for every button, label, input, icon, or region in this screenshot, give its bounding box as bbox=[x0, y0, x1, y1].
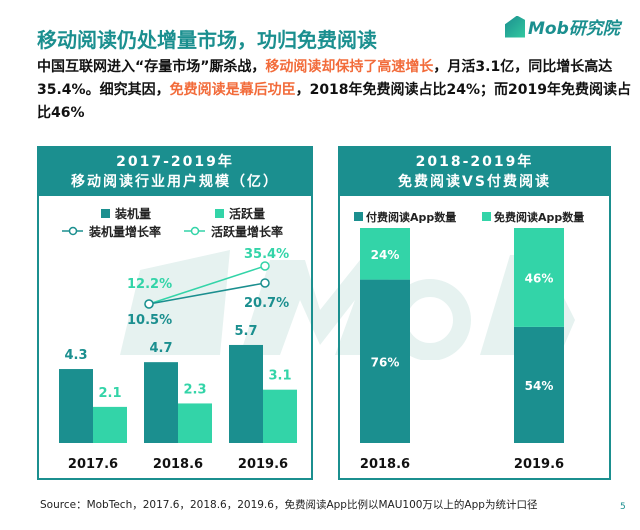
legend-marker bbox=[68, 226, 78, 236]
legend-label: 装机量增长率 bbox=[88, 224, 161, 239]
data-label: 2.3 bbox=[183, 382, 206, 397]
chart-subtitle: 移动阅读行业用户规模（亿） bbox=[71, 174, 279, 190]
legend-label: 装机量 bbox=[114, 206, 151, 221]
growth-point bbox=[260, 278, 270, 288]
x-tick-label: 2018.6 bbox=[360, 457, 410, 472]
legend-marker bbox=[190, 226, 200, 236]
data-label: 24% bbox=[371, 248, 400, 262]
bar-active bbox=[263, 389, 297, 443]
data-label: 46% bbox=[525, 271, 554, 285]
chart-header: 2017-2019年移动阅读行业用户规模（亿） bbox=[39, 148, 311, 196]
data-label: 4.7 bbox=[149, 341, 172, 356]
legend-swatch bbox=[354, 212, 363, 221]
intro-highlight: 移动阅读却保持了高速增长 bbox=[265, 59, 434, 75]
bar-active bbox=[93, 406, 127, 443]
x-tick-label: 2019.6 bbox=[514, 457, 564, 472]
intro-part: ，2018年免费阅读占比24%；而2019年免费阅读占比46% bbox=[37, 82, 632, 121]
stacked-bar-paid bbox=[360, 279, 410, 443]
intro-text: 中国互联网进入“存量市场”厮杀战，移动阅读却保持了高速增长，月活3.1亿，同比增… bbox=[37, 56, 632, 125]
data-label: 35.4% bbox=[244, 247, 289, 262]
legend-swatch bbox=[101, 209, 110, 218]
data-label: 5.7 bbox=[234, 324, 257, 339]
page-number: 5 bbox=[620, 502, 626, 512]
data-label: 76% bbox=[371, 355, 400, 369]
legend-label: 免费阅读App数量 bbox=[494, 210, 584, 224]
logo-mark-icon bbox=[505, 15, 525, 38]
chart-subtitle: 免费阅读VS付费阅读 bbox=[398, 174, 551, 190]
bar-installed bbox=[144, 362, 178, 443]
data-label: 3.1 bbox=[268, 369, 291, 384]
data-label: 54% bbox=[525, 379, 554, 393]
data-label: 2.1 bbox=[98, 386, 121, 401]
stacked-bar-paid bbox=[514, 326, 564, 443]
legend-swatch bbox=[482, 212, 491, 221]
chart-title: 2017-2019年 bbox=[116, 154, 234, 170]
page-title: 移动阅读仍处增量市场，功归免费阅读 bbox=[37, 28, 377, 52]
legend-label: 活跃量 bbox=[229, 206, 265, 221]
free-vs-paid-chart-panel: 2018-2019年免费阅读VS付费阅读 付费阅读App数量 免费阅读App数量 7… bbox=[338, 146, 611, 480]
bar-installed bbox=[59, 369, 93, 443]
data-label: 12.2% bbox=[127, 277, 172, 292]
chart-header: 2018-2019年免费阅读VS付费阅读 bbox=[340, 148, 609, 196]
data-label: 20.7% bbox=[244, 296, 289, 311]
intro-part: 中国互联网进入“存量市场”厮杀战， bbox=[37, 59, 266, 75]
stacked-bar-free bbox=[514, 228, 564, 327]
legend-swatch bbox=[215, 209, 224, 218]
intro-part: ，月活3.1亿，同比增长高达35.4%。细究其因， bbox=[37, 59, 613, 98]
source-note: Source：MobTech，2017.6，2018.6，2019.6，免费阅读… bbox=[40, 499, 538, 511]
logo-text: Mob研究院 bbox=[528, 19, 620, 39]
intro-highlight: 免费阅读是幕后功臣 bbox=[169, 82, 296, 98]
growth-line bbox=[148, 282, 266, 305]
bar-installed bbox=[229, 344, 263, 443]
stacked-bar-free bbox=[360, 228, 410, 280]
growth-point bbox=[260, 261, 270, 271]
x-tick-label: 2019.6 bbox=[238, 457, 288, 472]
growth-line bbox=[148, 265, 266, 305]
chart-title: 2018-2019年 bbox=[415, 154, 534, 170]
free-vs-paid-chart: 付费阅读App数量 免费阅读App数量 76% 24% 2018.6 54% 46% 2019… bbox=[354, 210, 584, 472]
growth-point bbox=[144, 299, 154, 309]
user-scale-chart-panel: 2017-2019年移动阅读行业用户规模（亿） 装机量 活跃量装机量增长率 活跃量增… bbox=[37, 146, 313, 480]
legend-label: 付费阅读App数量 bbox=[366, 210, 456, 224]
x-tick-label: 2017.6 bbox=[68, 457, 118, 472]
data-label: 4.3 bbox=[64, 348, 87, 363]
x-tick-label: 2018.6 bbox=[153, 457, 203, 472]
logo: Mob研究院 bbox=[505, 14, 620, 39]
data-label: 10.5% bbox=[127, 313, 172, 328]
bar-active bbox=[178, 403, 212, 443]
legend-label: 活跃量增长率 bbox=[211, 224, 283, 239]
